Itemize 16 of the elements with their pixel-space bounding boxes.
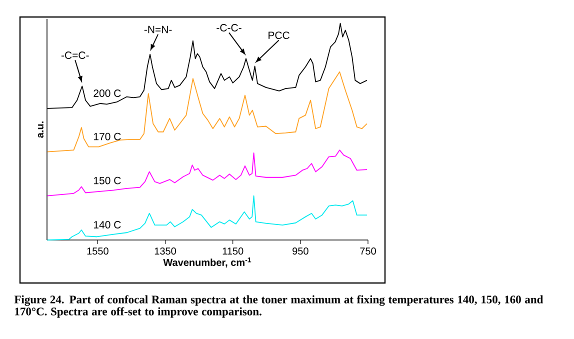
x-tick-label: 1150 xyxy=(222,248,244,255)
y-axis-title: a.u. xyxy=(38,122,44,138)
series-label: 140 C xyxy=(94,221,121,228)
annotation: -C-C- xyxy=(216,24,242,32)
annotation: -N=N- xyxy=(144,26,172,34)
x-tick-label: 1350 xyxy=(154,248,176,255)
annotation: PCC xyxy=(268,32,290,40)
series-label: 200 C xyxy=(94,90,121,97)
x-axis-title: Wavenumber, cm$^{-1}$ xyxy=(163,257,252,268)
x-tick-label: 750 xyxy=(360,248,376,255)
series-label: 150 C xyxy=(94,176,121,184)
annotation: -C=C- xyxy=(61,52,89,59)
x-tick-label: 950 xyxy=(292,248,308,255)
caption: Figure 24. Part of confocal Raman spectra at the toner maximum at fixing temperatures 140, 150, 160 and 170°C. Spectra are off-set to improve comparison. xyxy=(14,295,544,318)
series-label: 170 C xyxy=(94,132,121,140)
x-tick-label: 1550 xyxy=(87,248,108,255)
